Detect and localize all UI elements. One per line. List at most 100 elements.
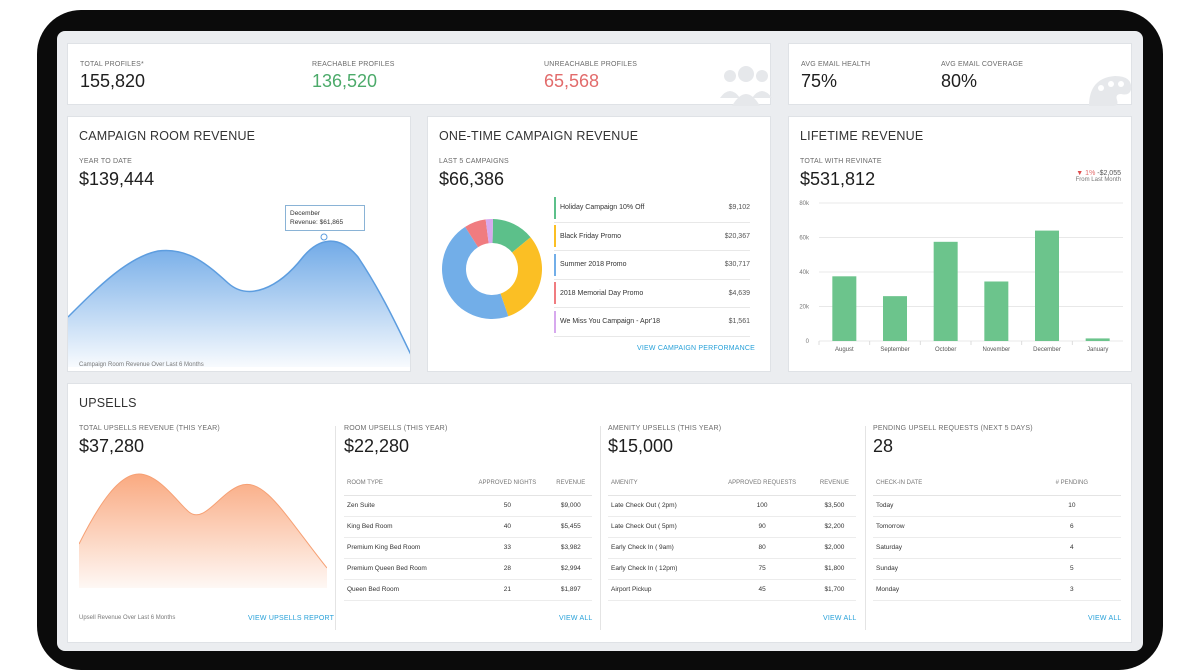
campaign-row: Summer 2018 Promo $30,717 bbox=[554, 251, 750, 280]
room-upsells-table: ROOM TYPE APPROVED NIGHTS REVENUE Zen Suite… bbox=[344, 471, 592, 601]
column-header: APPROVED REQUESTS bbox=[711, 471, 813, 496]
campaign-list: Holiday Campaign 10% Off $9,102 Black Frid… bbox=[554, 194, 750, 337]
one-time-value: $66,386 bbox=[439, 169, 505, 189]
campaign-name: Summer 2018 Promo bbox=[560, 261, 627, 269]
amenity-view-all-link[interactable]: VIEW ALL bbox=[823, 615, 857, 622]
campaign-row: We Miss You Campaign - Apr'18 $1,561 bbox=[554, 308, 750, 337]
view-upsells-report-link[interactable]: VIEW UPSELLS REPORT bbox=[248, 615, 335, 622]
bar[interactable] bbox=[984, 281, 1009, 341]
table-row: Premium King Bed Room 33 $3,982 bbox=[344, 537, 592, 559]
bar[interactable] bbox=[883, 296, 907, 341]
table-cell: $1,700 bbox=[812, 579, 856, 601]
donut-slice[interactable] bbox=[465, 219, 489, 248]
pending-upsells-label: PENDING UPSELL REQUESTS (NEXT 5 DAYS) bbox=[873, 425, 1033, 432]
table-cell: 80 bbox=[711, 537, 813, 559]
y-tick-label: 80k bbox=[799, 201, 810, 207]
unreachable-profiles-label: UNREACHABLE PROFILES bbox=[544, 61, 638, 68]
table-cell: King Bed Room bbox=[344, 516, 466, 538]
y-tick-label: 60k bbox=[799, 236, 810, 242]
tooltip-revenue-label: Revenue: bbox=[290, 219, 318, 226]
amenity-upsells-label: AMENITY UPSELLS (THIS YEAR) bbox=[608, 425, 722, 432]
campaign-color-bar bbox=[554, 225, 556, 248]
campaign-row: 2018 Memorial Day Promo $4,639 bbox=[554, 280, 750, 308]
tooltip-revenue-value: $61,865 bbox=[319, 219, 344, 226]
table-cell: Sunday bbox=[873, 558, 1023, 580]
campaign-color-bar bbox=[554, 253, 556, 276]
table-cell: 45 bbox=[711, 579, 813, 601]
reachable-profiles-value: 136,520 bbox=[312, 71, 378, 91]
x-tick-label: October bbox=[935, 347, 956, 353]
campaign-name: We Miss You Campaign - Apr'18 bbox=[560, 318, 661, 326]
table-cell: 33 bbox=[465, 537, 550, 559]
table-cell: $5,455 bbox=[549, 516, 592, 538]
table-row: Zen Suite 50 $9,000 bbox=[344, 495, 592, 517]
palette-icon bbox=[1089, 76, 1132, 106]
change-amount: -$2,055 bbox=[1097, 170, 1121, 177]
table-cell: 3 bbox=[1022, 579, 1121, 601]
x-tick-label: January bbox=[1087, 347, 1108, 353]
total-profiles-label: TOTAL PROFILES* bbox=[80, 61, 144, 68]
bar[interactable] bbox=[1085, 338, 1110, 341]
chart-footnote: Campaign Room Revenue Over Last 6 Months bbox=[79, 362, 204, 368]
bar[interactable] bbox=[832, 276, 857, 341]
table-cell: $9,000 bbox=[549, 495, 592, 517]
lifetime-revenue-card: LIFETIME REVENUE TOTAL WITH REVINATE $53… bbox=[788, 116, 1132, 372]
total-upsells-value: $37,280 bbox=[79, 436, 145, 456]
profiles-summary-card: TOTAL PROFILES* 155,820 REACHABLE PROFIL… bbox=[67, 43, 772, 106]
table-cell: $3,500 bbox=[812, 495, 856, 517]
pending-upsells-value: 28 bbox=[873, 436, 894, 456]
donut-slice[interactable] bbox=[492, 219, 531, 253]
room-view-all-link[interactable]: VIEW ALL bbox=[559, 615, 593, 622]
donut-slice[interactable] bbox=[442, 226, 509, 319]
pending-view-all-link[interactable]: VIEW ALL bbox=[1088, 615, 1122, 622]
table-row: Saturday 4 bbox=[873, 537, 1121, 559]
email-summary-card: AVG EMAIL HEALTH 75% AVG EMAIL COVERAGE … bbox=[788, 43, 1132, 106]
column-header: CHECK-IN DATE bbox=[873, 471, 1023, 496]
one-time-campaign-card: ONE-TIME CAMPAIGN REVENUE LAST 5 CAMPAIG… bbox=[427, 116, 771, 372]
table-cell: Early Check In ( 12pm) bbox=[608, 558, 712, 580]
table-row: Late Check Out ( 2pm) 100 $3,500 bbox=[608, 495, 856, 517]
table-cell: 90 bbox=[711, 516, 813, 538]
tooltip-revenue: Revenue: $61,865 bbox=[290, 218, 360, 227]
email-coverage-label: AVG EMAIL COVERAGE bbox=[941, 61, 1024, 68]
bar[interactable] bbox=[933, 241, 958, 341]
table-cell: Late Check Out ( 2pm) bbox=[608, 495, 712, 517]
column-header: # PENDING bbox=[1022, 471, 1121, 496]
divider bbox=[335, 426, 336, 630]
lifetime-bar-chart: 0 20k 40k 60k 80k August September October Novem… bbox=[799, 201, 1123, 353]
table-cell: $2,000 bbox=[812, 537, 856, 559]
bar[interactable] bbox=[1035, 230, 1059, 341]
campaign-room-area-chart bbox=[68, 233, 410, 367]
view-campaign-performance-link[interactable]: VIEW CAMPAIGN PERFORMANCE bbox=[637, 345, 756, 352]
table-cell: 50 bbox=[465, 495, 550, 517]
table-cell: Early Check In ( 9am) bbox=[608, 537, 712, 559]
table-cell: $3,982 bbox=[549, 537, 592, 559]
table-cell: Zen Suite bbox=[344, 495, 466, 517]
lifetime-value: $531,812 bbox=[800, 169, 876, 189]
campaign-room-value: $139,444 bbox=[79, 169, 155, 189]
upsells-card: UPSELLS TOTAL UPSELLS REVENUE (THIS YEAR… bbox=[67, 383, 1132, 643]
upsells-area-chart bbox=[79, 473, 327, 588]
upsells-footnote: Upsell Revenue Over Last 6 Months bbox=[79, 615, 176, 621]
campaign-value: $30,717 bbox=[724, 261, 750, 269]
table-cell: Airport Pickup bbox=[608, 579, 712, 601]
year-to-date-label: YEAR TO DATE bbox=[79, 158, 132, 165]
table-cell: Premium King Bed Room bbox=[344, 537, 466, 559]
table-row: Airport Pickup 45 $1,700 bbox=[608, 579, 856, 601]
y-tick-label: 20k bbox=[799, 305, 810, 311]
table-cell: Tomorrow bbox=[873, 516, 1023, 538]
campaign-row: Black Friday Promo $20,367 bbox=[554, 223, 750, 251]
campaign-value: $20,367 bbox=[724, 232, 750, 240]
table-cell: $1,897 bbox=[549, 579, 592, 601]
room-upsells-value: $22,280 bbox=[344, 436, 410, 456]
pending-requests-table: CHECK-IN DATE # PENDING Today 10 Tomorrow 6 Sa… bbox=[873, 471, 1121, 601]
column-header: APPROVED NIGHTS bbox=[465, 471, 550, 496]
table-cell: Premium Queen Bed Room bbox=[344, 558, 466, 580]
last-campaigns-label: LAST 5 CAMPAIGNS bbox=[439, 158, 509, 165]
table-row: King Bed Room 40 $5,455 bbox=[344, 516, 592, 538]
table-row: Late Check Out ( 5pm) 90 $2,200 bbox=[608, 516, 856, 538]
users-icon bbox=[720, 66, 772, 106]
donut-slice[interactable] bbox=[500, 237, 542, 317]
table-cell: 75 bbox=[711, 558, 813, 580]
donut-slice[interactable] bbox=[485, 219, 493, 244]
